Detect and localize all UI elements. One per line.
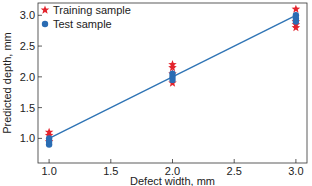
- legend: Training sample Test sample: [41, 4, 131, 30]
- x-tick: [295, 159, 296, 163]
- y-tick-label: 2.5: [20, 40, 35, 52]
- x-tick: [234, 159, 235, 163]
- x-tick: [110, 159, 111, 163]
- legend-marker: [42, 21, 48, 27]
- fit-line: [49, 15, 296, 138]
- x-tick-label: 3.0: [288, 165, 303, 177]
- y-tick: [38, 138, 42, 139]
- y-axis-label: Predicted depth, mm: [1, 32, 13, 134]
- point: [292, 5, 301, 13]
- y-tick-label: 2.0: [20, 71, 35, 83]
- plot-area: [45, 5, 300, 148]
- x-tick-label: 1.0: [41, 165, 56, 177]
- point: [293, 18, 299, 24]
- legend-label: Test sample: [53, 18, 112, 30]
- plot-frame: [38, 3, 307, 163]
- x-tick: [172, 159, 173, 163]
- y-tick-label: 1.5: [20, 102, 35, 114]
- y-tick: [38, 76, 42, 77]
- x-tick: [49, 159, 50, 163]
- y-tick-label: 3.0: [20, 9, 35, 21]
- y-tick-label: 1.0: [20, 132, 35, 144]
- y-tick: [38, 107, 42, 108]
- chart: 1.01.52.02.53.01.01.52.02.53.0Defect wid…: [0, 0, 312, 186]
- point: [169, 77, 175, 83]
- point: [46, 138, 52, 144]
- x-tick-label: 2.5: [227, 165, 242, 177]
- y-tick: [38, 46, 42, 47]
- x-axis-label: Defect width, mm: [130, 175, 215, 186]
- y-tick: [38, 15, 42, 16]
- legend-label: Training sample: [53, 4, 131, 16]
- x-tick-label: 1.5: [103, 165, 118, 177]
- legend-marker: [41, 6, 50, 14]
